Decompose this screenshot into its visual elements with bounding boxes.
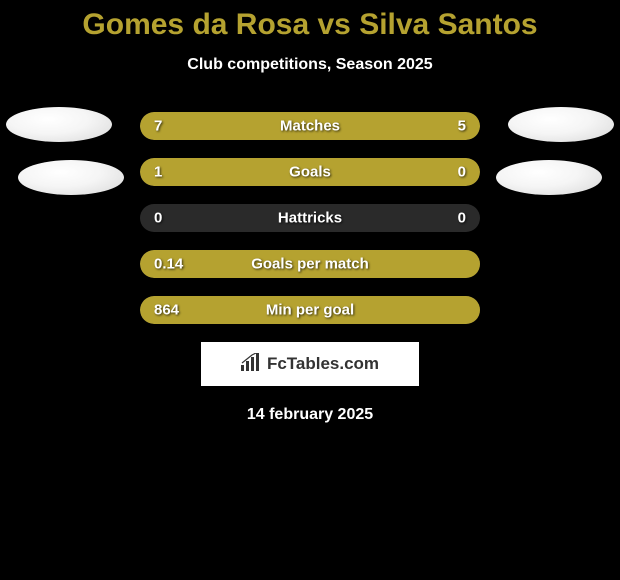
stat-value-left: 1 [154,164,162,181]
stat-label: Goals per match [251,256,369,273]
stat-value-left: 0 [154,210,162,227]
stat-value-left: 7 [154,118,162,135]
stat-row: 7 Matches 5 [140,112,480,140]
stat-label: Min per goal [266,302,354,319]
stat-row: 0.14 Goals per match [140,250,480,278]
stat-value-right: 0 [458,164,466,181]
stat-value-left: 864 [154,302,179,319]
logo-box: FcTables.com [201,342,419,386]
stat-bar-right [405,158,480,186]
stat-label: Matches [280,118,340,135]
page-title: Gomes da Rosa vs Silva Santos [0,8,620,42]
chart-icon [241,353,261,376]
stat-row: 1 Goals 0 [140,158,480,186]
comparison-card: Gomes da Rosa vs Silva Santos Club compe… [0,0,620,424]
stat-label: Hattricks [278,210,342,227]
stat-value-right: 5 [458,118,466,135]
stats-area: 7 Matches 5 1 Goals 0 0 Hattricks 0 0.14 Goals per… [0,112,620,324]
avatar-left-player-2 [18,160,124,195]
date-label: 14 february 2025 [0,406,620,424]
avatar-left-player-1 [6,107,112,142]
stat-rows-container: 7 Matches 5 1 Goals 0 0 Hattricks 0 0.14 Goals per… [140,112,480,324]
avatar-right-player-1 [508,107,614,142]
stat-row: 864 Min per goal [140,296,480,324]
stat-value-left: 0.14 [154,256,183,273]
stat-bar-left [140,158,405,186]
page-subtitle: Club competitions, Season 2025 [0,56,620,74]
stat-label: Goals [289,164,331,181]
avatar-right-player-2 [496,160,602,195]
stat-row: 0 Hattricks 0 [140,204,480,232]
stat-value-right: 0 [458,210,466,227]
logo-text: FcTables.com [267,354,379,374]
